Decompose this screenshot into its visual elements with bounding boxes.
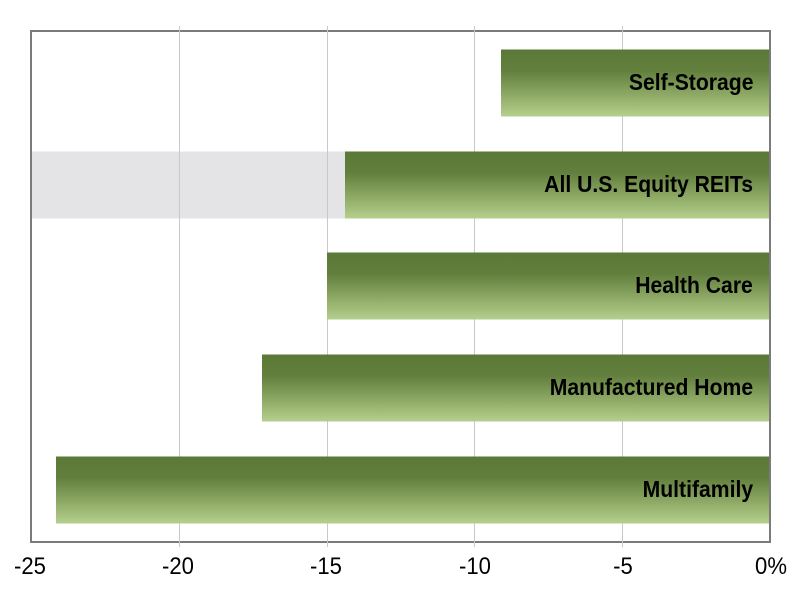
- chart-row: Health Care: [32, 236, 769, 338]
- bar-manufactured-home: [261, 354, 769, 422]
- x-axis: -25 -20 -15 -10 -5 0%: [14, 549, 787, 583]
- x-tick-label: -10: [458, 553, 491, 580]
- x-tick-label: 0%: [755, 553, 787, 580]
- chart-row: Multifamily: [32, 439, 769, 541]
- chart-row: Manufactured Home: [32, 337, 769, 439]
- category-label: Health Care: [635, 272, 753, 299]
- x-tick-label: -25: [14, 553, 46, 580]
- gridline--20: [179, 26, 181, 547]
- chart-row: Self-Storage: [32, 32, 769, 134]
- bar-all-u-s-equity-reits: [344, 151, 769, 219]
- bar-multifamily: [55, 456, 769, 524]
- category-label: Manufactured Home: [549, 374, 753, 401]
- category-label: Self-Storage: [628, 68, 753, 95]
- x-tick-label: -15: [310, 553, 343, 580]
- x-tick-label: -5: [612, 553, 633, 580]
- bar-self-storage: [500, 49, 769, 117]
- chart-row: All U.S. Equity REITs: [32, 134, 769, 236]
- plot-area: Self-Storage All U.S. Equity REITs Health …: [30, 26, 771, 547]
- bar-health-care: [326, 252, 769, 320]
- category-label: All U.S. Equity REITs: [544, 170, 753, 197]
- x-tick-label: -20: [162, 553, 195, 580]
- category-label: Multifamily: [642, 476, 753, 503]
